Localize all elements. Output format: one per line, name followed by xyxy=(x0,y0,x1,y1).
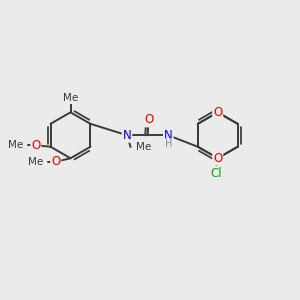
Text: Me: Me xyxy=(28,157,44,167)
Text: Me: Me xyxy=(8,140,23,150)
Text: O: O xyxy=(31,139,40,152)
Text: Me: Me xyxy=(136,142,151,152)
Text: N: N xyxy=(123,129,131,142)
Text: Cl: Cl xyxy=(210,167,222,180)
Text: Me: Me xyxy=(63,93,78,103)
Text: O: O xyxy=(213,106,222,119)
Text: O: O xyxy=(144,113,153,127)
Text: O: O xyxy=(213,152,222,165)
Text: O: O xyxy=(51,155,60,168)
Text: N: N xyxy=(164,129,172,142)
Text: H: H xyxy=(165,139,172,149)
